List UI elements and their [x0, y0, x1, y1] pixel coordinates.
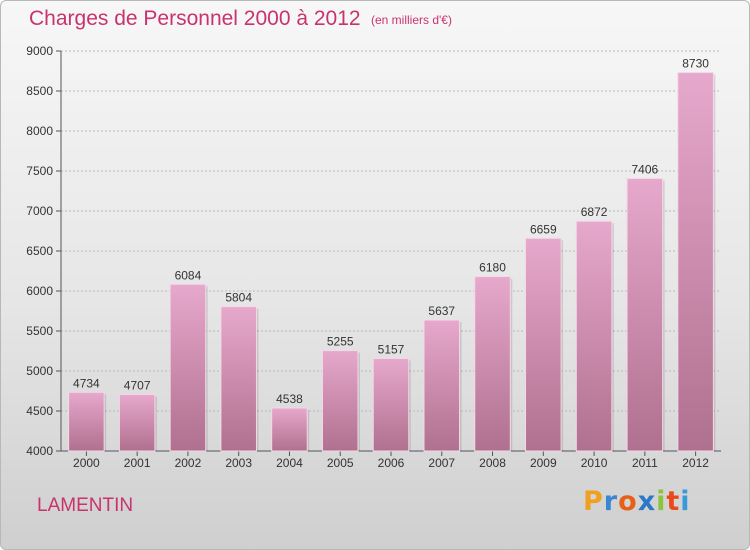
- x-tick-label: 2000: [73, 456, 100, 470]
- data-label: 7406: [631, 163, 658, 177]
- x-tick-label: 2012: [682, 456, 709, 470]
- data-label: 4734: [73, 376, 100, 390]
- data-label: 6659: [530, 222, 557, 236]
- chart-subtitle: (en milliers d'€): [371, 13, 452, 27]
- x-tick-label: 2006: [378, 456, 405, 470]
- bar: [321, 350, 359, 452]
- data-label: 6180: [479, 261, 506, 275]
- logo-letter: x: [637, 486, 657, 517]
- data-label: 5637: [428, 304, 455, 318]
- bar: [372, 357, 410, 452]
- y-tick-label: 6500: [26, 244, 53, 258]
- x-tick-label: 2002: [175, 456, 202, 470]
- y-tick-label: 7500: [26, 164, 53, 178]
- y-tick-label: 6000: [26, 284, 53, 298]
- bar: [118, 393, 156, 452]
- y-tick-label: 7000: [26, 204, 53, 218]
- commune-name: LAMENTIN: [37, 495, 134, 516]
- x-tick-label: 2011: [632, 456, 658, 470]
- labels: 4000 4500 5000 5500 6000 6500 7000 7500 8000 8500…: [26, 44, 709, 470]
- bar: [423, 319, 461, 452]
- x-tick-label: 2009: [530, 456, 557, 470]
- data-label: 6872: [581, 205, 608, 219]
- logo-letter: i: [680, 486, 691, 517]
- bar: [677, 72, 714, 452]
- data-label: 5157: [378, 342, 405, 356]
- y-tick-label: 4000: [26, 444, 53, 458]
- logo-letter: o: [618, 486, 638, 517]
- bar: [220, 306, 257, 452]
- x-tick-label: 2007: [428, 456, 455, 470]
- proxiti-logo: Proxiti: [583, 486, 691, 517]
- data-label: 5804: [225, 291, 252, 305]
- bar: [626, 178, 664, 452]
- y-tick-label: 4500: [26, 404, 53, 418]
- bar: [68, 391, 105, 452]
- logo-letter: i: [656, 486, 667, 517]
- data-label: 4538: [276, 392, 303, 406]
- y-tick-label: 8000: [26, 124, 53, 138]
- x-tick-label: 2004: [276, 456, 303, 470]
- y-tick-label: 8500: [26, 84, 53, 98]
- bar: [271, 407, 308, 452]
- chart-title: Charges de Personnel 2000 à 2012: [29, 7, 361, 30]
- bar: [474, 276, 511, 452]
- x-tick-label: 2001: [124, 456, 151, 470]
- logo-letter: P: [583, 486, 604, 517]
- x-tick-label: 2003: [225, 456, 252, 470]
- data-label: 8730: [682, 57, 709, 71]
- bar: [169, 283, 207, 452]
- bar: [575, 220, 613, 452]
- logo-letter: r: [603, 486, 619, 517]
- y-tick-label: 5500: [26, 324, 53, 338]
- bars: [68, 72, 716, 452]
- x-tick-label: 2008: [479, 456, 506, 470]
- data-label: 5255: [327, 335, 354, 349]
- x-tick-label: 2010: [581, 456, 608, 470]
- y-tick-label: 5000: [26, 364, 53, 378]
- data-label: 4707: [124, 378, 151, 392]
- logo-letter: t: [666, 486, 681, 517]
- x-tick-label: 2005: [327, 456, 354, 470]
- bar: [525, 237, 562, 452]
- y-tick-label: 9000: [26, 44, 53, 58]
- data-label: 6084: [175, 268, 202, 282]
